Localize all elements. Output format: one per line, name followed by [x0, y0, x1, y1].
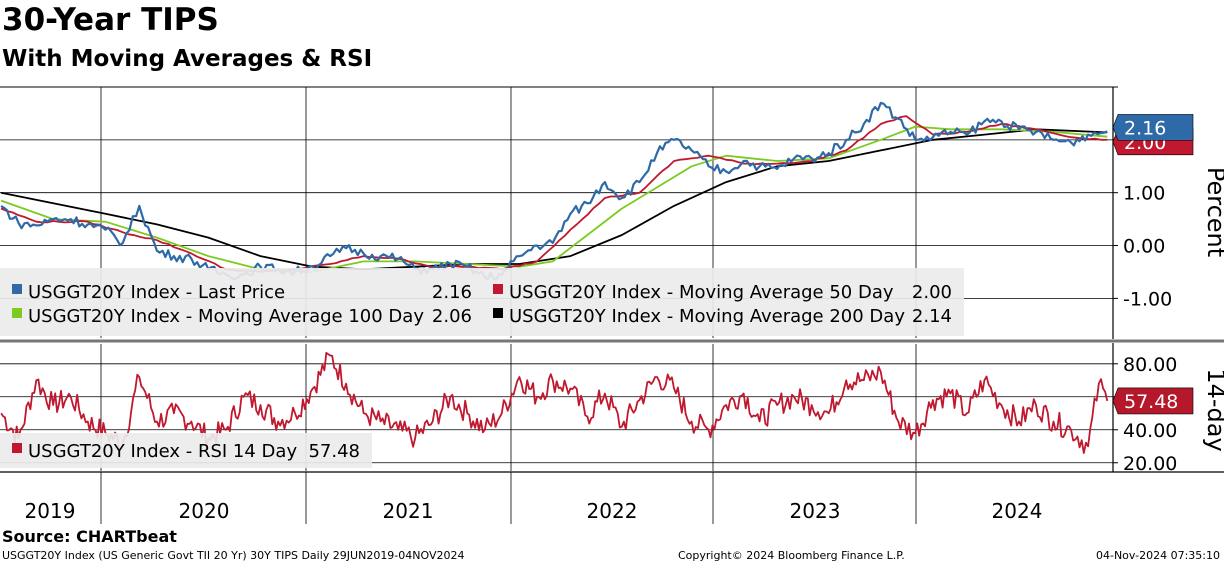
source-note: Source: CHARTbeat [2, 527, 177, 546]
legend-swatch-ma100 [12, 308, 22, 318]
value-tag-rsi-text: 57.48 [1124, 391, 1178, 413]
legend-value-ma100: 2.06 [432, 306, 472, 327]
legend-swatch-last-price [12, 284, 22, 294]
legend-value-ma50: 2.00 [912, 282, 952, 303]
legend-item-ma50: USGGT20Y Index - Moving Average 50 Day 2… [493, 282, 952, 303]
series-line-ma200 [0, 128, 1108, 271]
top-y-tick-label: 1.00 [1123, 183, 1165, 205]
series-line-last_price [0, 101, 1108, 281]
value-tag-last-price: 2.16 [1112, 114, 1194, 141]
top-y-axis-title: Percent [1202, 167, 1224, 257]
x-year-label: 2024 [992, 499, 1043, 523]
legend-item-rsi: USGGT20Y Index - RSI 14 Day 57.48 [12, 441, 360, 462]
bottom-panel-series [0, 352, 1109, 454]
bottom-y-axis-title: 14-day [1202, 368, 1224, 451]
legend-value-ma200: 2.14 [912, 306, 952, 327]
x-year-label: 2022 [587, 499, 638, 523]
value-tag-rsi-box [1112, 387, 1194, 415]
top-y-tick-label: 0.00 [1123, 236, 1165, 258]
footer-description: USGGT20Y Index (US Generic Govt TII 20 Y… [2, 549, 465, 562]
x-year-label: 2020 [179, 499, 230, 523]
legend-swatch-ma50 [493, 284, 503, 294]
x-year-label: 2023 [790, 499, 841, 523]
legend-value-last-price: 2.16 [432, 282, 472, 303]
bottom-y-tick-label: 20.00 [1123, 453, 1177, 475]
chart-title: 30-Year TIPS [2, 2, 219, 38]
bottom-y-tick-label: 40.00 [1123, 420, 1177, 442]
legend-item-last-price: USGGT20Y Index - Last Price 2.16 [12, 282, 472, 303]
legend-swatch-rsi [12, 443, 22, 453]
footer-copyright: Copyright© 2024 Bloomberg Finance L.P. [678, 549, 905, 562]
top-legend-box [0, 268, 964, 336]
legend-item-ma200: USGGT20Y Index - Moving Average 200 Day … [493, 306, 952, 327]
legend-label-ma100: USGGT20Y Index - Moving Average 100 Day [28, 306, 424, 327]
chart-subtitle: With Moving Averages & RSI [2, 46, 373, 72]
legend-label-ma200: USGGT20Y Index - Moving Average 200 Day [509, 306, 905, 327]
x-year-label: 2021 [383, 499, 434, 523]
x-year-label: 2019 [25, 499, 76, 523]
axes-frame [0, 86, 1224, 473]
value-tag-last-price-box [1112, 114, 1194, 141]
x-axis-labels: 2019 2020 2021 2022 2023 2024 [25, 499, 1043, 523]
series-line-ma50 [0, 115, 1108, 273]
footer-timestamp: 04-Nov-2024 07:35:10 [1095, 549, 1220, 562]
legend-item-ma100: USGGT20Y Index - Moving Average 100 Day … [12, 306, 472, 327]
legend-label-ma50: USGGT20Y Index - Moving Average 50 Day [509, 282, 894, 303]
series-line-ma100 [0, 125, 1108, 273]
value-tag-last-price-text: 2.16 [1124, 117, 1166, 139]
top-panel-series [0, 101, 1108, 281]
legend-label-rsi: USGGT20Y Index - RSI 14 Day [28, 441, 297, 462]
top-y-tick-label: -1.00 [1123, 288, 1172, 310]
legend-label-last-price: USGGT20Y Index - Last Price [28, 282, 285, 303]
legend-value-rsi: 57.48 [308, 441, 360, 462]
bottom-y-tick-label: 80.00 [1123, 354, 1177, 376]
value-tag-rsi: 57.48 [1112, 387, 1194, 415]
legend-swatch-ma200 [493, 308, 503, 318]
bottom-legend-box [0, 433, 372, 468]
series-line-rsi [0, 352, 1109, 454]
